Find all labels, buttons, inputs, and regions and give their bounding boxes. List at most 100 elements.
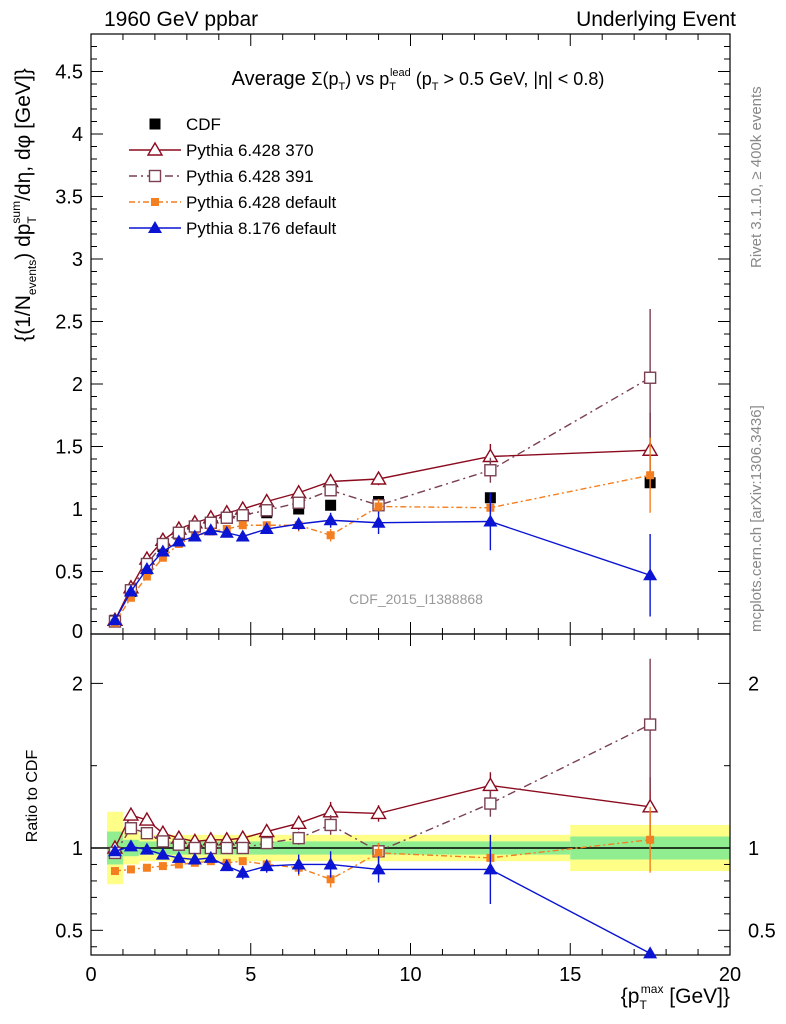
ratio-p391-line <box>114 723 651 854</box>
ratio-p8-point <box>371 862 386 875</box>
y-label-part: sum <box>9 201 23 224</box>
ratio-p8-point <box>139 842 154 855</box>
title-part: ) <box>345 69 351 89</box>
x-tick-label: 10 <box>399 964 421 986</box>
pdef-point <box>142 572 151 581</box>
title-part: T <box>432 81 439 93</box>
x-label-part: {p <box>621 985 640 1008</box>
p8-point <box>123 584 138 597</box>
title-part: lead <box>390 67 411 79</box>
x-tick-label: 15 <box>559 964 581 986</box>
ratio-p8-point <box>107 844 122 857</box>
ratio-p8-point <box>259 859 274 872</box>
ratio-p8-point <box>483 862 498 875</box>
ratio-y-axis-label: Ratio to CDF <box>24 750 41 843</box>
title-part: vs p <box>351 69 389 89</box>
legend-label: Pythia 6.428 370 <box>186 141 314 160</box>
y-tick-label: 3 <box>72 249 83 271</box>
ratio-p370-point <box>258 823 275 838</box>
title-part: T <box>339 81 346 93</box>
p391-point <box>260 504 273 517</box>
y-label-part: {(1/N <box>12 295 35 342</box>
title-part: Average <box>232 68 312 90</box>
legend-label: CDF <box>186 115 221 134</box>
p8-point <box>219 525 234 538</box>
p391-point <box>292 496 305 509</box>
y-tick-label: 0.5 <box>55 562 83 584</box>
ratio-p8-point <box>203 850 218 863</box>
pdef-point <box>238 521 247 530</box>
ratio-p391-point <box>124 822 138 835</box>
y-tick-label: 0 <box>72 621 83 643</box>
ratio-p391-point <box>140 826 154 840</box>
y-tick-label: 1 <box>72 499 83 521</box>
ratio-p370-point <box>122 806 140 821</box>
legend-marker <box>148 221 162 233</box>
x-axis-label: {pTmax [GeV]} <box>621 982 730 1012</box>
x-label-part: [GeV]} <box>663 985 730 1008</box>
data-point <box>293 503 305 515</box>
legend-marker <box>148 169 162 183</box>
p8-point <box>259 522 274 534</box>
pdef-point <box>126 593 135 602</box>
p391-line <box>114 377 651 622</box>
header-right: Underlying Event <box>576 8 736 31</box>
ratio-p370-point <box>322 803 339 818</box>
title-part: T <box>389 81 396 93</box>
p391-point <box>324 484 337 497</box>
ratio-p8-point <box>235 865 250 878</box>
ratio-y-tick-label: 1 <box>72 838 83 860</box>
header-left: 1960 GeV ppbar <box>104 8 259 31</box>
ratio-pdef-point <box>374 848 383 857</box>
ratio-y-tick-label-right: 0.5 <box>748 920 776 942</box>
ratio-p391-point <box>292 831 305 845</box>
analysis-annotation: CDF_2015_I1388868 <box>349 591 483 607</box>
p8-point <box>291 517 306 529</box>
p370-point <box>370 470 387 485</box>
ratio-p8-point <box>171 850 186 863</box>
legend-label: Pythia 6.428 391 <box>186 167 314 186</box>
pdef-point <box>158 553 167 562</box>
p8-point <box>139 562 154 574</box>
ratio-p391-point <box>260 836 273 850</box>
ratio-p8-point <box>323 857 338 870</box>
y-tick-label: 4 <box>72 124 83 146</box>
p8-point <box>171 534 186 547</box>
ratio-pdef-point <box>326 875 335 884</box>
y-tick-label: 2.5 <box>55 312 83 334</box>
ratio-p370-point <box>370 805 387 820</box>
legend-label: Pythia 8.176 default <box>186 219 337 238</box>
ratio-p8-point <box>123 839 138 852</box>
x-label-part: max <box>641 982 664 996</box>
x-tick-label: 5 <box>245 964 256 986</box>
p8-point <box>483 514 498 527</box>
ratio-p8-point <box>187 852 202 865</box>
legend-label: Pythia 6.428 default <box>186 193 337 212</box>
legend-marker <box>149 118 161 130</box>
ratio-pdef-point <box>142 863 151 872</box>
title-part: (p <box>411 69 432 89</box>
legend-marker <box>151 198 159 206</box>
ratio-pdef-point <box>646 835 655 844</box>
title-part: Σ(p <box>311 69 338 89</box>
ratio-pdef-point <box>110 867 119 876</box>
pdef-point <box>326 531 335 540</box>
ratio-p370-point <box>290 814 307 830</box>
ratio-y-tick-label-right: 2 <box>748 673 759 695</box>
ratio-p391-point <box>220 841 233 855</box>
p391-point <box>236 509 249 522</box>
ratio-y-tick-label-right: 1 <box>748 838 759 860</box>
p8-point <box>107 613 122 626</box>
y-tick-label: 1.5 <box>55 437 83 459</box>
ratio-pdef-point <box>174 860 183 869</box>
ratio-y-tick-label: 0.5 <box>55 920 83 942</box>
ratio-p391-point <box>484 797 497 810</box>
ratio-pdef-point <box>158 862 167 871</box>
ratio-p391-point <box>156 835 170 848</box>
ratio-pdef-point <box>126 865 135 874</box>
ratio-p8-point <box>219 859 234 872</box>
x-tick-label: 20 <box>719 964 741 986</box>
y-label-part: ) dp <box>12 224 35 260</box>
y-tick-label: 2 <box>72 374 83 396</box>
